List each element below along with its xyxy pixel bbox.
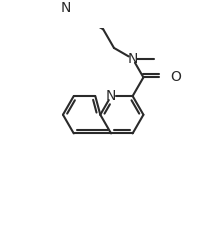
Text: N: N xyxy=(61,1,71,15)
Text: O: O xyxy=(170,70,181,84)
Text: N: N xyxy=(106,89,116,103)
Text: N: N xyxy=(127,52,138,66)
